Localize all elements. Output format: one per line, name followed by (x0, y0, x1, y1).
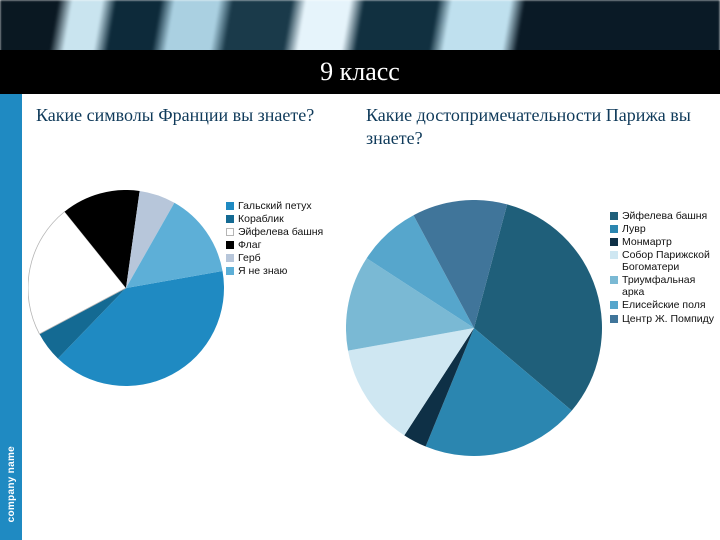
legend-row: Эйфелева башня (610, 210, 720, 222)
legend-row: Эйфелева башня (226, 226, 336, 238)
legend-swatch (226, 267, 234, 275)
legend-label: Эйфелева башня (238, 226, 323, 238)
title-bar: 9 класс (0, 50, 720, 94)
legend-label: Лувр (622, 223, 646, 235)
legend-label: Триумфальная арка (622, 274, 720, 298)
legend-swatch (610, 301, 618, 309)
legend-row: Собор Парижской Богоматери (610, 249, 720, 273)
question-2: Какие достопримечательности Парижа вы зн… (366, 104, 706, 149)
legend-label: Кораблик (238, 213, 284, 225)
legend-swatch (610, 225, 618, 233)
legend-landmarks: Эйфелева башняЛуврМонмартрСобор Парижско… (610, 210, 720, 326)
legend-symbols: Гальский петухКорабликЭйфелева башняФлаг… (226, 200, 336, 278)
legend-row: Монмартр (610, 236, 720, 248)
question-1: Какие символы Франции вы знаете? (36, 104, 336, 127)
side-rail: company name (0, 94, 22, 540)
legend-swatch (610, 238, 618, 246)
legend-label: Центр Ж. Помпиду (622, 313, 714, 325)
legend-swatch (226, 241, 234, 249)
legend-swatch (226, 228, 234, 236)
decorative-banner (0, 0, 720, 56)
legend-label: Я не знаю (238, 265, 287, 277)
legend-swatch (610, 276, 618, 284)
pie-chart-landmarks (346, 200, 602, 461)
company-name-label: company name (6, 446, 17, 522)
legend-label: Собор Парижской Богоматери (622, 249, 720, 273)
legend-swatch (610, 212, 618, 220)
legend-row: Я не знаю (226, 265, 336, 277)
legend-label: Эйфелева башня (622, 210, 707, 222)
legend-label: Монмартр (622, 236, 672, 248)
legend-label: Елисейские поля (622, 299, 706, 311)
page-title: 9 класс (320, 57, 400, 87)
legend-row: Елисейские поля (610, 299, 720, 311)
legend-swatch (610, 251, 618, 259)
legend-row: Триумфальная арка (610, 274, 720, 298)
legend-swatch (226, 202, 234, 210)
legend-row: Герб (226, 252, 336, 264)
legend-row: Кораблик (226, 213, 336, 225)
legend-swatch (226, 215, 234, 223)
pie-chart-symbols (28, 190, 224, 391)
legend-row: Центр Ж. Помпиду (610, 313, 720, 325)
legend-swatch (610, 315, 618, 323)
legend-label: Герб (238, 252, 261, 264)
legend-row: Лувр (610, 223, 720, 235)
legend-row: Гальский петух (226, 200, 336, 212)
legend-label: Гальский петух (238, 200, 312, 212)
legend-label: Флаг (238, 239, 261, 251)
legend-row: Флаг (226, 239, 336, 251)
legend-swatch (226, 254, 234, 262)
